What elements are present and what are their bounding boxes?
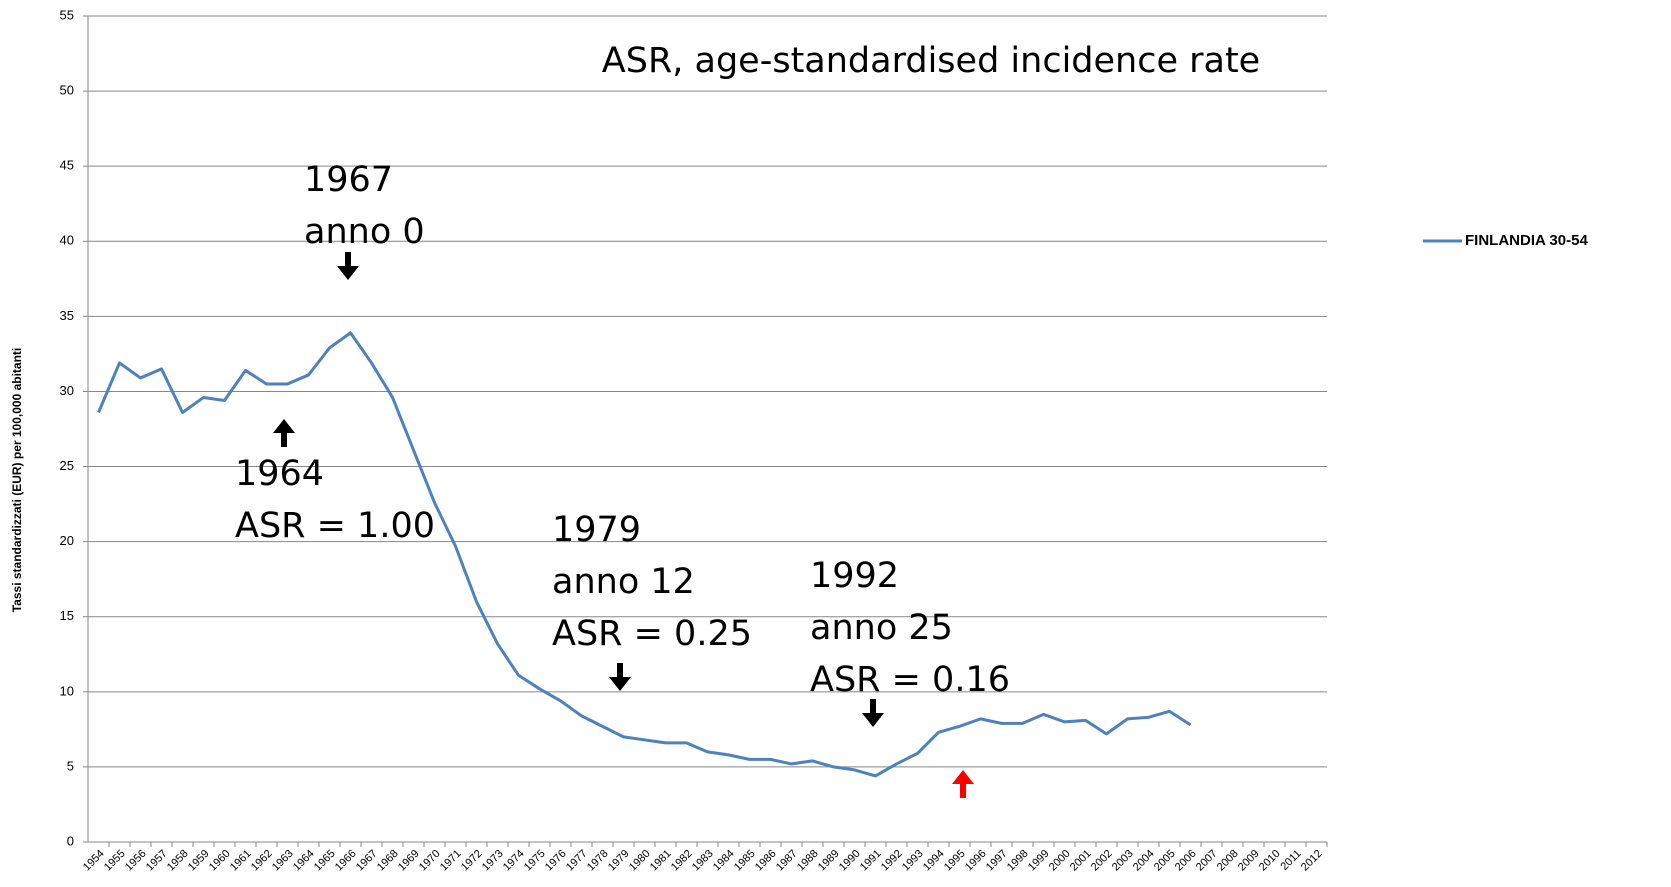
x-tick-label: 1973 [480, 848, 506, 874]
annotation: ASR = 0.25 [552, 614, 752, 654]
x-tick-label: 1964 [291, 848, 317, 874]
x-tick-label: 1980 [627, 848, 653, 874]
x-tick-label: 1992 [879, 848, 905, 874]
x-tick-label: 2002 [1089, 848, 1115, 874]
x-tick-label: 1991 [858, 848, 884, 874]
x-tick-label: 1995 [942, 848, 968, 874]
x-tick-label: 2004 [1131, 848, 1157, 874]
x-tick-label: 2012 [1299, 848, 1325, 874]
x-tick-label: 2009 [1236, 848, 1262, 874]
annotation: anno 25 [810, 608, 953, 648]
x-tick-label: 1975 [522, 848, 548, 874]
annotation: ASR = 1.00 [235, 506, 435, 546]
x-tick-label: 1993 [900, 848, 926, 874]
x-tick-label: 1981 [648, 848, 674, 874]
x-tick-label: 1956 [123, 848, 149, 874]
x-tick-label: 1987 [774, 848, 800, 874]
x-tick-label: 1960 [207, 848, 233, 874]
x-tick-label: 1967 [354, 848, 380, 874]
x-tick-label: 1970 [417, 848, 443, 874]
x-tick-label: 2010 [1257, 848, 1283, 874]
y-tick-label: 45 [60, 158, 74, 173]
x-tick-label: 2003 [1110, 848, 1136, 874]
arrow [337, 252, 359, 280]
annotation: 1992 [810, 556, 899, 596]
x-tick-label: 1986 [753, 848, 779, 874]
line-series [97, 331, 1192, 778]
x-tick-label: 1959 [186, 848, 212, 874]
x-tick-label: 1990 [837, 848, 863, 874]
x-tick-label: 1996 [963, 848, 989, 874]
x-tick-label: 1994 [921, 848, 947, 874]
x-tick-label: 1977 [564, 848, 590, 874]
x-tick-label: 1989 [816, 848, 842, 874]
x-tick-label: 1988 [795, 848, 821, 874]
arrow [273, 419, 295, 447]
y-tick-label: 55 [60, 7, 74, 22]
annotation: 1964 [235, 454, 324, 494]
annotation: ASR = 0.16 [810, 660, 1010, 700]
x-tick-label: 2001 [1068, 848, 1094, 874]
y-tick-label: 35 [60, 308, 74, 323]
x-tick-label: 1966 [333, 848, 359, 874]
y-tick-label: 5 [67, 758, 74, 773]
x-tick-label: 1983 [690, 848, 716, 874]
y-axis-label: Tassi standardizzati (EUR) per 100,000 a… [10, 348, 24, 613]
x-tick-label: 1961 [228, 848, 254, 874]
x-tick-label: 1958 [165, 848, 191, 874]
x-tick-label: 2011 [1278, 848, 1303, 873]
y-tick-label: 50 [60, 83, 74, 98]
x-tick-label: 1954 [81, 848, 107, 874]
x-tick-label: 2005 [1152, 848, 1178, 874]
x-tick-label: 1984 [711, 848, 737, 874]
arrow [862, 699, 884, 727]
x-tick-label: 1997 [984, 848, 1010, 874]
x-tick-label: 2000 [1047, 848, 1073, 874]
x-tick-label: 1963 [270, 848, 296, 874]
x-tick-label: 1965 [312, 848, 338, 874]
y-tick-label: 10 [60, 683, 74, 698]
x-tick-label: 1955 [102, 848, 128, 874]
x-tick-label: 1969 [396, 848, 422, 874]
x-tick-label: 1976 [543, 848, 569, 874]
x-tick-label: 1985 [732, 848, 758, 874]
annotation: 1967 [304, 160, 393, 200]
arrow [609, 663, 631, 691]
x-tick-label: 1978 [585, 848, 611, 874]
annotation: 1979 [552, 510, 641, 550]
y-tick-label: 40 [60, 233, 74, 248]
x-tick-label: 2007 [1194, 848, 1220, 874]
arrow [952, 770, 974, 798]
y-tick-label: 30 [60, 383, 74, 398]
x-tick-label: 2006 [1173, 848, 1199, 874]
annotation: anno 0 [304, 212, 425, 252]
y-tick-label: 0 [67, 833, 74, 848]
x-tick-label: 1982 [669, 848, 695, 874]
annotation: anno 12 [552, 562, 695, 602]
y-tick-label: 25 [60, 458, 74, 473]
legend-label: FINLANDIA 30-54 [1465, 232, 1588, 249]
x-tick-label: 1971 [438, 848, 464, 874]
x-tick-label: 1968 [375, 848, 401, 874]
y-tick-label: 20 [60, 533, 74, 548]
x-tick-label: 1999 [1026, 848, 1052, 874]
x-tick-label: 1957 [144, 848, 170, 874]
x-tick-label: 1979 [606, 848, 632, 874]
x-tick-label: 1972 [459, 848, 485, 874]
x-tick-label: 1974 [501, 848, 527, 874]
x-tick-label: 1998 [1005, 848, 1031, 874]
x-tick-label: 2008 [1215, 848, 1241, 874]
y-tick-label: 15 [60, 608, 74, 623]
chart-title: ASR, age-standardised incidence rate [602, 41, 1260, 81]
x-tick-label: 1962 [249, 848, 275, 874]
